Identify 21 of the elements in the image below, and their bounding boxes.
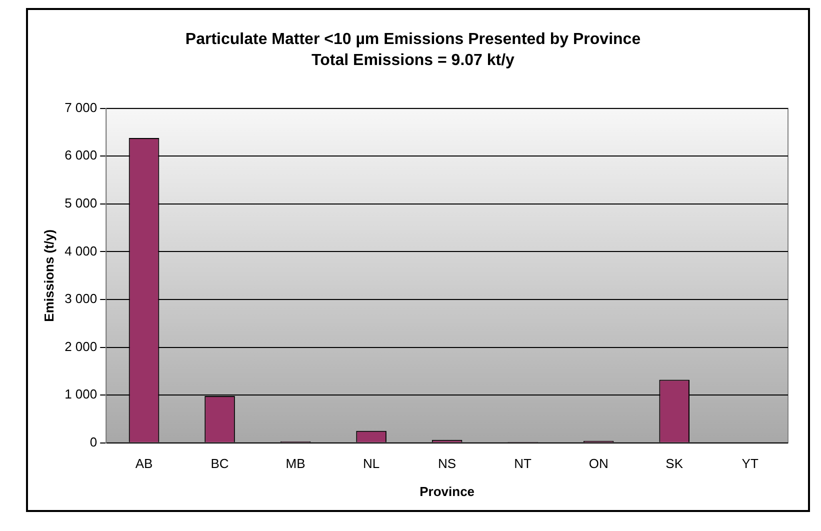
chart-title: Particulate Matter <10 µm Emissions Presented by Province bbox=[185, 31, 641, 48]
y-axis-title: Emissions (t/y) bbox=[41, 229, 56, 322]
y-tick-label: 4 000 bbox=[64, 243, 98, 258]
y-tick-label: 1 000 bbox=[64, 386, 98, 402]
y-tick-label: 2 000 bbox=[64, 338, 98, 354]
x-tick-label: SK bbox=[666, 456, 684, 472]
chart-subtitle: Total Emissions = 9.07 kt/y bbox=[312, 52, 515, 70]
x-axis-title: Province bbox=[420, 484, 475, 499]
y-tick-label: 3 000 bbox=[64, 291, 98, 306]
y-tick-label: 6 000 bbox=[64, 148, 98, 163]
y-tick-label: 0 bbox=[90, 434, 98, 450]
x-tick-label: NT bbox=[514, 456, 532, 472]
x-tick-label: YT bbox=[742, 456, 758, 472]
x-tick-label: AB bbox=[135, 456, 153, 472]
x-tick-label: BC bbox=[210, 456, 229, 472]
x-tick-label: MB bbox=[286, 456, 306, 472]
y-tick-label: 7 000 bbox=[64, 100, 98, 115]
y-tick-label: 5 000 bbox=[64, 196, 98, 211]
x-tick-label: NS bbox=[438, 456, 456, 472]
x-tick-label: NL bbox=[362, 456, 380, 472]
x-tick-label: ON bbox=[588, 456, 608, 472]
